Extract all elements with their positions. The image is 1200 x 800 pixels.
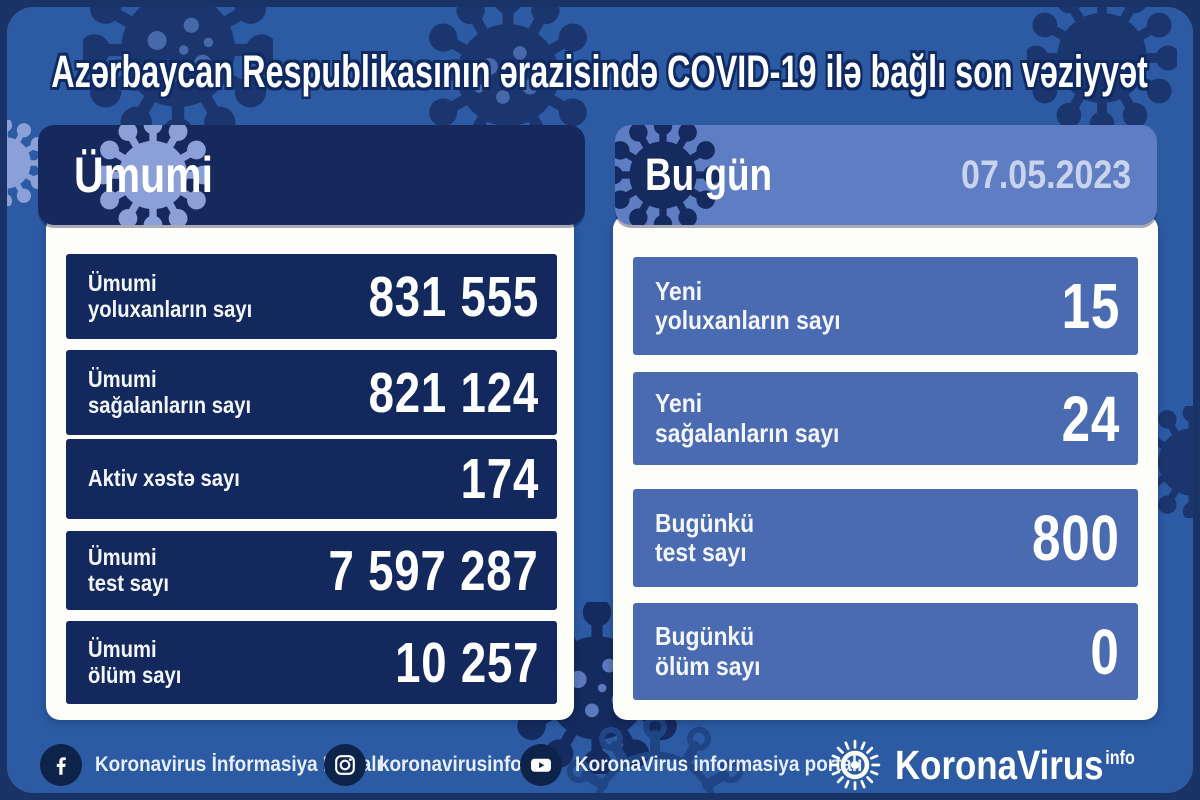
facebook-label: Koronavirus İnformasiya Portalı (95, 753, 382, 776)
facebook-icon (40, 744, 82, 786)
stat-label: Yeni sağalanların sayı (655, 388, 840, 448)
totals-header: Ümumi (38, 125, 585, 225)
page-title: Azərbaycan Respublikasının ərazisində CO… (51, 46, 1149, 97)
koronavirus-logo-text: KoronaVirusinfo (895, 741, 1135, 788)
stat-row-new-infections: Yeni yoluxanların sayı 15 (633, 257, 1138, 355)
stat-value: 10 257 (394, 630, 539, 695)
today-panel: Yeni yoluxanların sayı 15 Yeni sağalanla… (613, 215, 1158, 720)
youtube-icon (520, 744, 562, 786)
logo-superscript: info (1105, 747, 1135, 769)
totals-panel: Ümumi yoluxanların sayı 831 555 Ümumi sa… (46, 215, 574, 720)
stat-value: 15 (1061, 270, 1120, 342)
totals-header-label: Ümumi (74, 147, 213, 203)
stat-value: 0 (1090, 615, 1120, 688)
stat-label: Bugünkü ölüm sayı (655, 621, 761, 681)
stat-row-active-cases: Aktiv xəstə sayı 174 (66, 439, 557, 519)
stat-value: 24 (1061, 382, 1120, 455)
report-date: 07.05.2023 (960, 152, 1131, 197)
today-header: Bu gün 07.05.2023 (615, 125, 1157, 225)
koronavirus-logo-icon (829, 739, 881, 791)
stat-value: 174 (460, 447, 539, 511)
page-title-wrap: Azərbaycan Respublikasının ərazisində CO… (7, 40, 1193, 104)
youtube-label: KoronaVirus informasiya portalı (575, 753, 863, 776)
koronavirus-logo[interactable]: KoronaVirusinfo (828, 735, 1177, 793)
stat-value: 7 597 287 (328, 538, 539, 603)
instagram-label: koronavirusinfoaz (379, 753, 542, 776)
stat-value: 821 124 (368, 360, 539, 425)
stat-row-total-infections: Ümumi yoluxanların sayı 831 555 (66, 254, 557, 339)
stat-label: Aktiv xəstə sayı (88, 465, 240, 492)
instagram-link[interactable]: koronavirusinfoaz (324, 735, 560, 793)
stat-value: 831 555 (368, 264, 539, 329)
stat-label: Ümumi sağalanların sayı (88, 365, 252, 418)
stat-row-today-tests: Bugünkü test sayı 800 (633, 489, 1138, 587)
today-header-label: Bu gün (645, 149, 773, 200)
stat-label: Yeni yoluxanların sayı (655, 275, 841, 335)
stat-row-total-tests: Ümumi test sayı 7 597 287 (66, 531, 557, 610)
stat-value: 800 (1032, 502, 1120, 574)
instagram-icon (324, 744, 366, 786)
stat-label: Ümumi yoluxanların sayı (88, 269, 253, 322)
stat-label: Ümumi ölüm sayı (88, 635, 182, 688)
stat-label: Bugünkü test sayı (655, 507, 755, 567)
stat-label: Ümumi test sayı (88, 543, 170, 596)
stat-row-today-deaths: Bugünkü ölüm sayı 0 (633, 603, 1138, 700)
stat-row-total-recovered: Ümumi sağalanların sayı 821 124 (66, 350, 557, 435)
main-background: Azərbaycan Respublikasının ərazisində CO… (7, 7, 1193, 793)
facebook-link[interactable]: Koronavirus İnformasiya Portalı (40, 735, 414, 793)
stat-row-total-deaths: Ümumi ölüm sayı 10 257 (66, 621, 557, 704)
stat-row-new-recovered: Yeni sağalanların sayı 24 (633, 372, 1138, 465)
footer: Koronavirus İnformasiya Portalı koronavi… (40, 735, 1160, 793)
